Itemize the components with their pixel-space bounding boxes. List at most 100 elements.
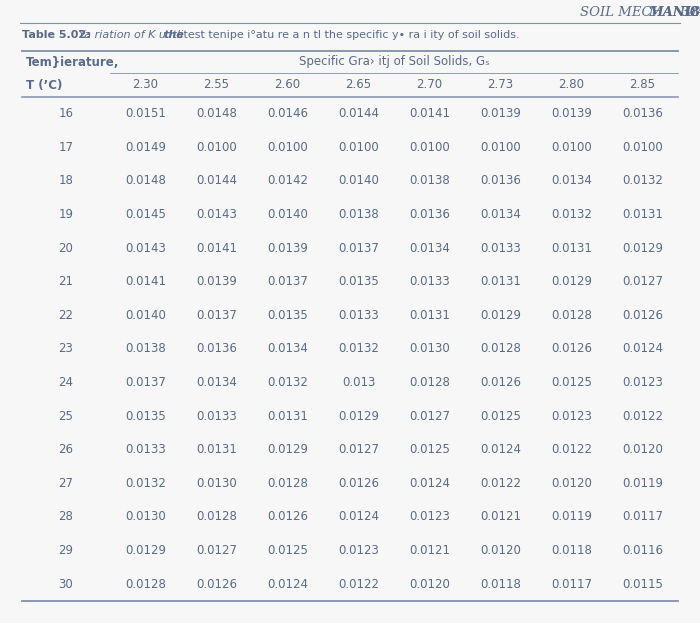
Text: 0.0129: 0.0129 [622,242,663,255]
Text: 2.30: 2.30 [132,78,158,92]
Text: 0.0129: 0.0129 [551,275,592,288]
Text: 2.55: 2.55 [204,78,230,92]
Text: 0.0132: 0.0132 [622,174,663,188]
Text: 0.0133: 0.0133 [409,275,450,288]
Text: Ya riation of K u itli: Ya riation of K u itli [75,30,187,40]
Text: 0.0133: 0.0133 [480,242,521,255]
Text: 24: 24 [59,376,74,389]
Text: 0.0127: 0.0127 [622,275,663,288]
Text: 0.0137: 0.0137 [338,242,379,255]
Text: 16: 16 [59,107,74,120]
Text: 0.0100: 0.0100 [267,141,308,154]
Text: 0.0141: 0.0141 [125,275,166,288]
Text: 0.0129: 0.0129 [267,444,308,456]
Text: 0.0135: 0.0135 [267,309,308,322]
Text: 0.0128: 0.0128 [551,309,592,322]
Text: Tem}ierature,: Tem}ierature, [26,55,120,69]
Text: 0.0128: 0.0128 [125,578,166,591]
Text: 0.0136: 0.0136 [409,208,450,221]
Text: 0.0100: 0.0100 [338,141,379,154]
Text: 20: 20 [59,242,74,255]
Text: 2.85: 2.85 [629,78,655,92]
Text: 0.0122: 0.0122 [338,578,379,591]
Text: 0.013: 0.013 [342,376,375,389]
Text: 19: 19 [59,208,74,221]
Text: 0.0128: 0.0128 [267,477,308,490]
Text: 0.0126: 0.0126 [480,376,521,389]
Text: 0.0127: 0.0127 [338,444,379,456]
Text: 0.0132: 0.0132 [551,208,592,221]
Text: 0.0122: 0.0122 [622,410,663,422]
Text: 0.0131: 0.0131 [196,444,237,456]
Text: 0.0139: 0.0139 [196,275,237,288]
Text: 0.0143: 0.0143 [125,242,166,255]
Text: 22: 22 [59,309,74,322]
Text: 0.0117: 0.0117 [622,510,663,523]
Text: 0.0128: 0.0128 [196,510,237,523]
Text: 0.0141: 0.0141 [409,107,450,120]
Text: 0.0129: 0.0129 [125,544,166,557]
Text: 0.0130: 0.0130 [125,510,166,523]
Text: 0.0137: 0.0137 [196,309,237,322]
Text: 0.0122: 0.0122 [480,477,521,490]
Text: 29: 29 [59,544,74,557]
Text: 0.0149: 0.0149 [125,141,166,154]
Text: 0.0130: 0.0130 [409,343,450,356]
Text: 0.0100: 0.0100 [480,141,521,154]
Text: 0.0125: 0.0125 [409,444,450,456]
Text: 0.0123: 0.0123 [409,510,450,523]
Text: 0.0118: 0.0118 [551,544,592,557]
Text: 0.0133: 0.0133 [338,309,379,322]
Text: 0.0148: 0.0148 [125,174,166,188]
Text: 0.0124: 0.0124 [622,343,663,356]
Text: 25: 25 [59,410,74,422]
Text: 0.0131: 0.0131 [622,208,663,221]
Text: 0.0140: 0.0140 [267,208,308,221]
Text: 0.0125: 0.0125 [551,376,592,389]
Text: 0.0136: 0.0136 [480,174,521,188]
Text: MANUAL: MANUAL [648,6,700,19]
Text: 0.0145: 0.0145 [125,208,166,221]
Text: SOIL MECHANICS LABoRAroRY: SOIL MECHANICS LABoRAroRY [580,6,700,19]
Text: 2.80: 2.80 [559,78,584,92]
Text: 0.0131: 0.0131 [267,410,308,422]
Text: 0.0139: 0.0139 [551,107,592,120]
Text: 0.0123: 0.0123 [551,410,592,422]
Text: 0.0122: 0.0122 [551,444,592,456]
Text: 0.0128: 0.0128 [409,376,450,389]
Text: 0.0132: 0.0132 [125,477,166,490]
Text: 0.0126: 0.0126 [551,343,592,356]
Text: 27: 27 [59,477,74,490]
Text: 0.0134: 0.0134 [480,208,521,221]
Text: 0.0136: 0.0136 [196,343,237,356]
Text: 0.0126: 0.0126 [622,309,663,322]
Text: 2.60: 2.60 [274,78,300,92]
Text: 0.0119: 0.0119 [551,510,592,523]
Text: 0.0120: 0.0120 [622,444,663,456]
Text: 0.0121: 0.0121 [480,510,521,523]
Text: 21: 21 [59,275,74,288]
Text: 0.0120: 0.0120 [551,477,592,490]
Text: 0.0135: 0.0135 [125,410,166,422]
Text: 0.0127: 0.0127 [196,544,237,557]
Text: 0.0128: 0.0128 [480,343,521,356]
Text: 2.73: 2.73 [487,78,514,92]
Text: 0.0100: 0.0100 [409,141,450,154]
Text: 0.0126: 0.0126 [267,510,308,523]
Text: 0.0129: 0.0129 [338,410,379,422]
Text: 0.0136: 0.0136 [622,107,663,120]
Text: 0.0129: 0.0129 [480,309,521,322]
Text: 0.0141: 0.0141 [196,242,237,255]
Text: 0.0124: 0.0124 [480,444,521,456]
Text: 0.0131: 0.0131 [409,309,450,322]
Text: 0.0140: 0.0140 [125,309,166,322]
Text: Specific Gra› itj of Soil Solids, Gₛ: Specific Gra› itj of Soil Solids, Gₛ [299,55,489,69]
Text: 0.0133: 0.0133 [125,444,166,456]
Text: 0.0131: 0.0131 [551,242,592,255]
Text: 38: 38 [672,6,699,19]
Text: 0.0134: 0.0134 [267,343,308,356]
Text: 0.0115: 0.0115 [622,578,663,591]
Text: Table 5.02:: Table 5.02: [22,30,90,40]
Text: 2.65: 2.65 [345,78,372,92]
Text: 0.0125: 0.0125 [480,410,521,422]
